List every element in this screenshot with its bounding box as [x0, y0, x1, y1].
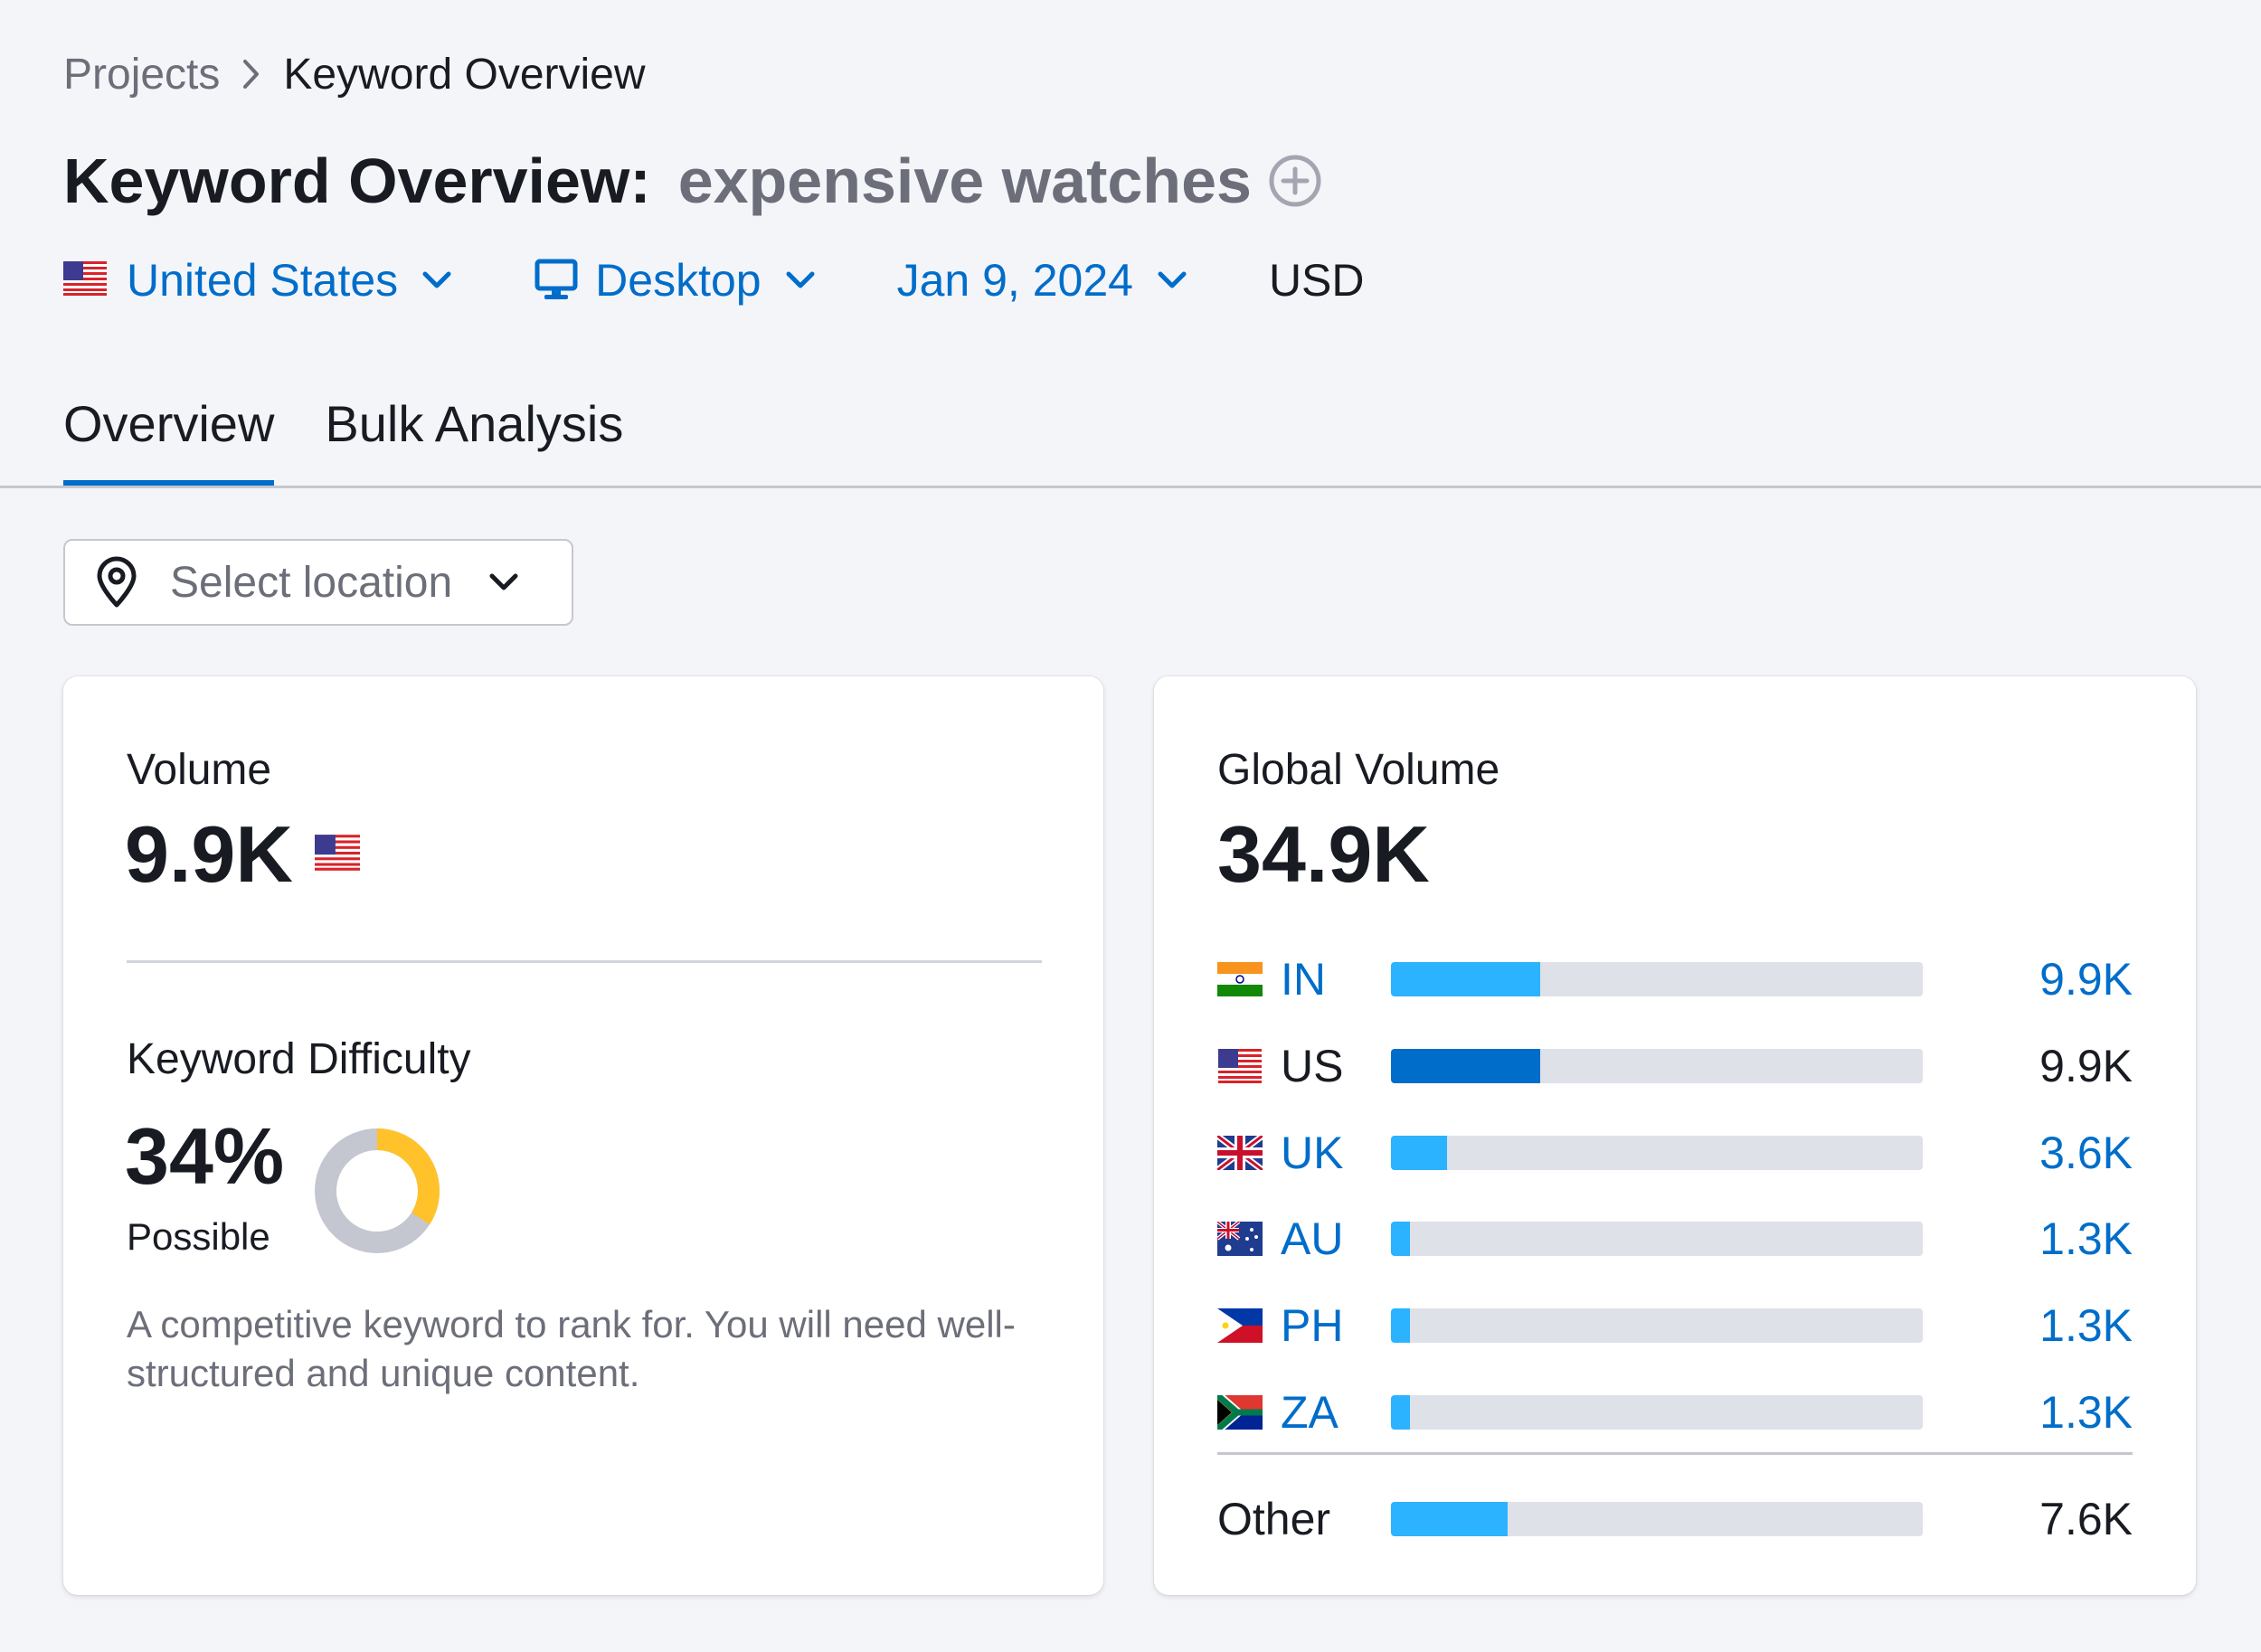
us-flag-icon [314, 834, 360, 875]
share-bar-fill [1391, 1222, 1410, 1256]
country-volume: 9.9K [2039, 1041, 2133, 1091]
currency-label: USD [1268, 255, 1365, 306]
other-volume: 7.6K [2039, 1494, 2133, 1544]
share-bar [1391, 1222, 1923, 1256]
global-volume-card: Global Volume 34.9K IN 9.9K US [1154, 676, 2196, 1595]
volume-value-row: 9.9K [125, 808, 360, 901]
map-pin-icon [92, 556, 141, 609]
kd-level: Possible [127, 1215, 270, 1258]
volume-label: Volume [127, 746, 272, 794]
india-flag-icon [1217, 962, 1263, 996]
country-code-link[interactable]: IN [1281, 954, 1326, 1005]
share-bar [1391, 1136, 1923, 1170]
country-volume-link[interactable]: 1.3K [2039, 1387, 2133, 1438]
other-label: Other [1217, 1494, 1331, 1544]
chevron-right-icon [220, 59, 283, 90]
country-volume-link[interactable]: 1.3K [2039, 1300, 2133, 1351]
country-row-uk: UK 3.6K [1217, 1121, 2133, 1185]
tab-bulk-analysis[interactable]: Bulk Analysis [325, 395, 624, 452]
tabs-divider [0, 486, 2261, 488]
kd-donut-fill [315, 1128, 440, 1253]
country-volume-link[interactable]: 1.3K [2039, 1213, 2133, 1264]
country-row-in: IN 9.9K [1217, 948, 2133, 1011]
australia-flag-icon [1217, 1222, 1263, 1256]
select-location-placeholder: Select location [170, 558, 453, 607]
country-row-ph: PH 1.3K [1217, 1294, 2133, 1357]
date-label: Jan 9, 2024 [896, 255, 1133, 306]
country-code-link[interactable]: AU [1281, 1213, 1344, 1264]
page-title-prefix: Keyword Overview: [63, 146, 651, 216]
plus-circle-icon[interactable] [1268, 154, 1322, 208]
share-bar-fill [1391, 1308, 1410, 1343]
country-label: United States [127, 255, 399, 306]
share-bar-fill [1391, 962, 1540, 996]
chevron-down-icon [421, 270, 452, 290]
kd-donut-chart [311, 1125, 443, 1261]
share-bar-fill [1391, 1049, 1540, 1083]
us-flag-icon [63, 254, 107, 307]
page-title-keyword: expensive watches [677, 146, 1252, 216]
philippines-flag-icon [1217, 1308, 1263, 1343]
tab-overview[interactable]: Overview [63, 389, 275, 488]
device-dropdown[interactable]: Desktop [534, 254, 815, 307]
country-code-link[interactable]: PH [1281, 1300, 1344, 1351]
share-bar-fill [1391, 1395, 1410, 1430]
share-bar-fill [1391, 1136, 1447, 1170]
us-flag-icon [1217, 1049, 1263, 1083]
share-bar [1391, 1049, 1923, 1083]
filter-bar: United States Desktop Jan 9, 2024 USD [63, 244, 1365, 316]
tab-bar: Overview Bulk Analysis [63, 389, 674, 488]
share-bar [1391, 1502, 1923, 1536]
country-volume-link[interactable]: 3.6K [2039, 1128, 2133, 1178]
page-title: Keyword Overview: expensive watches [63, 137, 1322, 224]
south-africa-flag-icon [1217, 1395, 1263, 1430]
country-code-link[interactable]: UK [1281, 1128, 1344, 1178]
country-row-us: US 9.9K [1217, 1034, 2133, 1098]
kd-description: A competitive keyword to rank for. You w… [127, 1303, 1016, 1394]
global-volume-divider [1217, 1452, 2133, 1455]
global-volume-value: 34.9K [1217, 809, 1430, 899]
country-row-za: ZA 1.3K [1217, 1381, 2133, 1444]
chevron-down-icon [785, 270, 816, 290]
share-bar [1391, 962, 1923, 996]
breadcrumb-current: Keyword Overview [283, 50, 646, 99]
global-volume-label: Global Volume [1217, 746, 1500, 794]
kd-value: 34% [125, 1111, 285, 1201]
country-volume-link[interactable]: 9.9K [2039, 954, 2133, 1005]
chevron-down-icon [1157, 270, 1187, 290]
country-dropdown[interactable]: United States [63, 254, 452, 307]
date-dropdown[interactable]: Jan 9, 2024 [897, 254, 1187, 307]
chevron-down-icon [488, 572, 519, 592]
breadcrumb-projects-link[interactable]: Projects [63, 50, 221, 99]
desktop-icon [534, 258, 579, 303]
breadcrumb: Projects Keyword Overview [63, 45, 646, 103]
volume-value: 9.9K [125, 809, 293, 899]
country-row-other: Other 7.6K [1217, 1487, 2133, 1551]
select-location-dropdown[interactable]: Select location [63, 539, 573, 626]
volume-kd-card: Volume 9.9K Keyword Difficulty 34% Possi… [63, 676, 1103, 1595]
uk-flag-icon [1217, 1136, 1263, 1170]
card-divider [127, 960, 1042, 963]
kd-label: Keyword Difficulty [127, 1035, 471, 1083]
country-code-link[interactable]: ZA [1281, 1387, 1339, 1438]
country-row-au: AU 1.3K [1217, 1207, 2133, 1270]
country-code: US [1281, 1041, 1344, 1091]
share-bar [1391, 1308, 1923, 1343]
device-label: Desktop [595, 255, 762, 306]
share-bar-fill [1391, 1502, 1509, 1536]
share-bar [1391, 1395, 1923, 1430]
